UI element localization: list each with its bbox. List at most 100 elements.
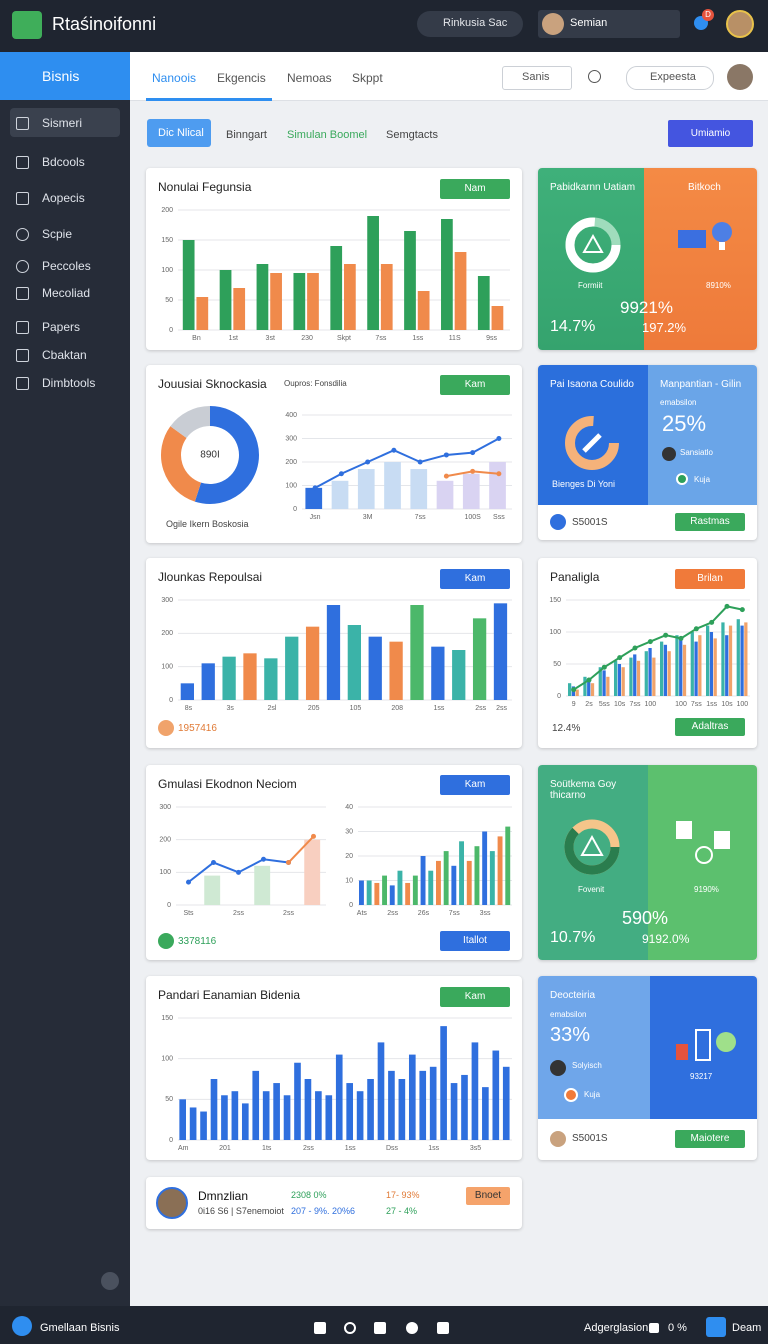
y-tick-label: 50 (165, 297, 173, 304)
bar (377, 1042, 385, 1140)
kpi-percent: 33% (550, 1024, 591, 1046)
bar (388, 1070, 395, 1140)
sidebar-item[interactable]: Scpie (42, 227, 73, 241)
y-tick-label: 0 (349, 902, 353, 909)
kpi-title: Manpantian - Gilin (660, 379, 742, 390)
search-icon[interactable] (588, 70, 601, 83)
illustration (678, 222, 732, 250)
bar (222, 656, 236, 700)
nav-tab[interactable]: Nemoas (287, 71, 332, 85)
icon (16, 349, 29, 362)
point (186, 879, 191, 885)
x-tick-label: 1st (229, 335, 238, 342)
combo-chart: 0 100 200 300 Sts 2ss 2ss (159, 804, 326, 917)
sidebar-item[interactable]: Bdcools (42, 155, 85, 169)
bar (196, 297, 209, 330)
y-tick-label: 0 (167, 902, 171, 909)
explore-box[interactable] (626, 66, 714, 90)
status-icon[interactable] (374, 1322, 386, 1334)
card-action[interactable]: Adaltras (675, 718, 745, 736)
point (709, 619, 715, 625)
gauge (564, 819, 620, 875)
bar (367, 216, 379, 330)
point (739, 607, 745, 613)
kpi-button[interactable]: Maiotere (675, 1130, 745, 1148)
kpi-button[interactable]: Rastmas (675, 513, 745, 531)
app-logo[interactable] (12, 11, 42, 39)
status-icon[interactable] (437, 1322, 449, 1334)
bar-chart: 0 10 20 30 40 Ats 2ss 26s 7ss 3ss (345, 804, 512, 917)
sidebar-item[interactable]: Sismeri (42, 116, 83, 130)
filter-active[interactable] (147, 119, 211, 147)
card-button[interactable]: Kam (440, 775, 510, 795)
nav-tab[interactable]: Ekgencis (217, 71, 266, 85)
sidebar-item[interactable]: Dimbtools (42, 376, 96, 390)
profile-name: Dmnzlian (198, 1189, 249, 1203)
bar (663, 644, 668, 696)
status-icon[interactable] (649, 1323, 659, 1333)
bar (419, 1070, 427, 1140)
x-tick-label: 7ss (415, 514, 426, 521)
bar (705, 625, 710, 696)
bar (366, 880, 372, 905)
status-icon[interactable] (314, 1322, 326, 1334)
y-tick-label: 0 (169, 1137, 173, 1144)
bar (459, 841, 465, 905)
card-button[interactable]: Brilan (675, 569, 745, 589)
filter-label[interactable]: Simulan Boomel (287, 129, 368, 141)
line (287, 835, 315, 864)
nav-avatar[interactable] (727, 64, 753, 90)
sidebar-item[interactable]: Aopecis (42, 191, 85, 205)
card-button[interactable]: Nam (440, 179, 510, 199)
sidebar-item[interactable]: Cbaktan (42, 348, 87, 362)
bar (497, 836, 503, 905)
profile-button[interactable]: Bnoet (466, 1187, 510, 1205)
nav-tab[interactable]: Skppt (352, 71, 383, 85)
point (365, 459, 371, 465)
x-tick-label: 1ss (345, 1145, 356, 1152)
bar (405, 882, 411, 905)
donut-caption: Ogile Ikern Boskosia (166, 519, 249, 529)
nav-search[interactable] (502, 66, 572, 90)
bar (273, 1083, 280, 1140)
status-icon[interactable] (344, 1322, 356, 1334)
sidebar-item[interactable]: Mecoliad (42, 286, 91, 300)
icon (16, 287, 29, 300)
status-text: 0 % (668, 1322, 687, 1334)
sidebar-toggle[interactable] (101, 1272, 119, 1290)
bar (606, 676, 610, 696)
card-button[interactable]: Kam (440, 569, 510, 589)
filter-label[interactable]: Binngart (226, 129, 267, 141)
filter-label[interactable]: Semgtacts (386, 129, 438, 141)
kpi-card: Pabidkarnn Uatiam Formiit Bitkoch 8910% … (538, 168, 757, 350)
bar (233, 288, 246, 330)
card-action[interactable]: Itallot (440, 931, 510, 951)
x-tick-label: 3M (363, 514, 373, 521)
status-icon[interactable] (12, 1316, 32, 1336)
y-tick-label: 100 (159, 869, 171, 876)
kpi-value: 197.2% (642, 320, 687, 335)
kpi-card: Soütkema Goy thicarno Fovenit 9190% 590%… (538, 765, 757, 960)
card-button[interactable]: Kam (440, 987, 510, 1007)
x-tick-label: 2ss (303, 1145, 314, 1152)
icon (16, 192, 29, 205)
app-name: Rtaśinoifonni (52, 14, 157, 34)
card-button[interactable]: Kam (440, 375, 510, 395)
bar (285, 636, 299, 700)
x-tick-label: 2ss (475, 705, 486, 712)
status-icon[interactable] (406, 1322, 418, 1334)
action-button[interactable]: Umiamio (668, 120, 753, 147)
profile-stat: 17- 93% (386, 1190, 420, 1200)
x-tick-label: 1ss (433, 705, 444, 712)
profile-avatar[interactable] (726, 10, 754, 38)
status-icon[interactable] (706, 1317, 726, 1337)
y-tick-label: 50 (553, 661, 561, 668)
search-box[interactable] (417, 11, 523, 37)
nav-tab[interactable]: Nanoois (152, 71, 197, 85)
y-tick-label: 100 (285, 482, 297, 489)
bar (330, 246, 343, 330)
sidebar-item[interactable]: Papers (42, 320, 81, 334)
bar (602, 670, 606, 696)
bar (420, 856, 426, 905)
sidebar-item[interactable]: Peccoles (42, 259, 91, 273)
